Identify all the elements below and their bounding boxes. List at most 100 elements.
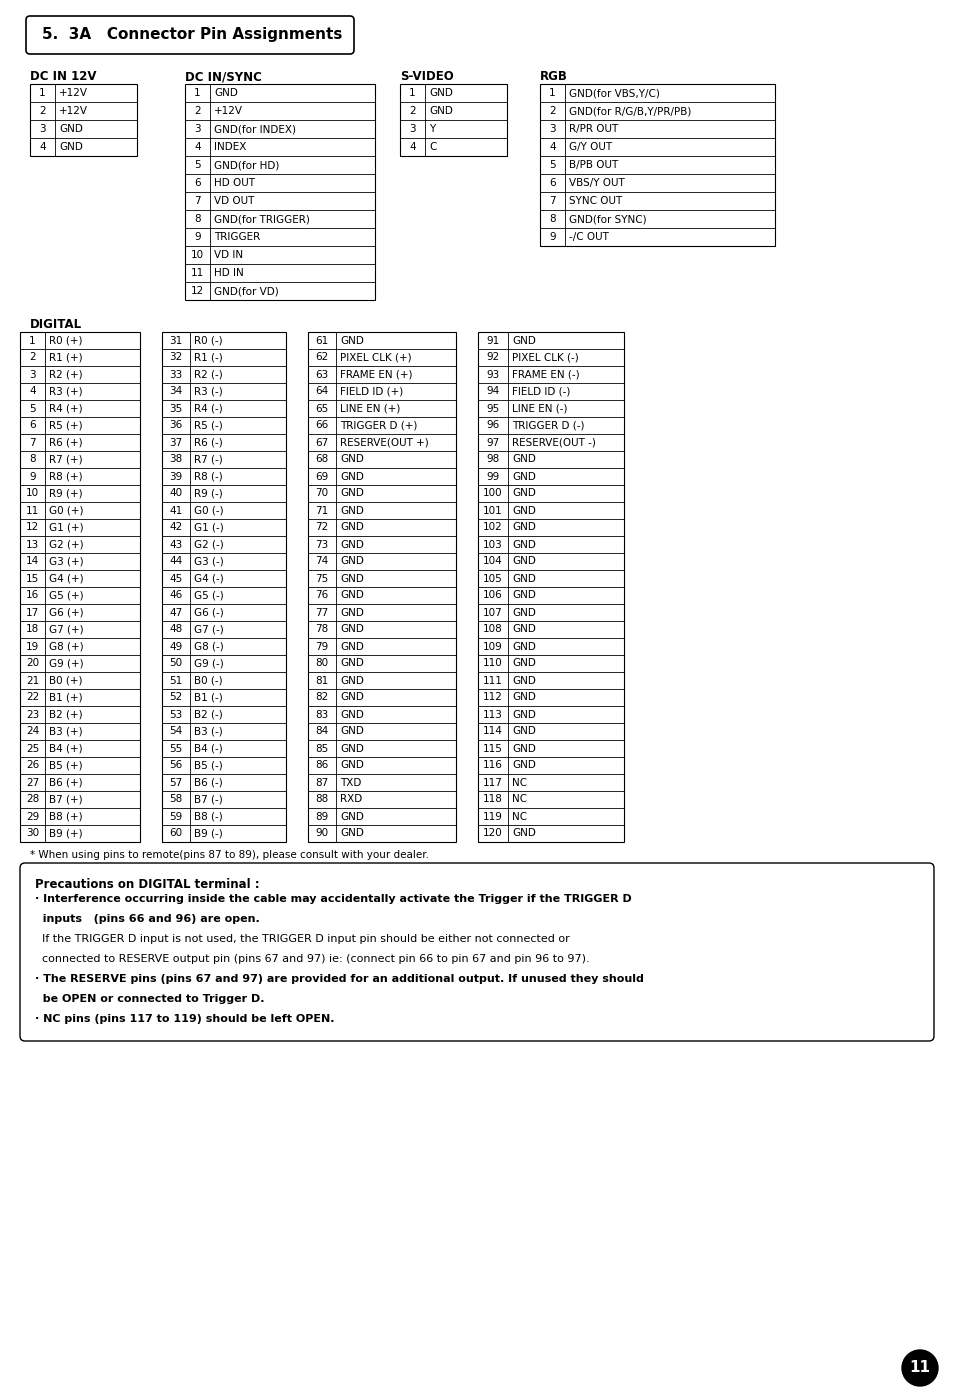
Text: B6 (-): B6 (-)	[193, 777, 222, 788]
Text: 48: 48	[170, 625, 182, 635]
Text: R7 (+): R7 (+)	[49, 455, 83, 465]
Text: 3: 3	[39, 124, 46, 134]
Text: R6 (-): R6 (-)	[193, 438, 222, 448]
Text: 80: 80	[315, 658, 328, 668]
Text: · The RESERVE pins (pins 67 and 97) are provided for an additional output. If un: · The RESERVE pins (pins 67 and 97) are …	[35, 974, 643, 983]
Text: 100: 100	[482, 488, 502, 498]
Text: B8 (-): B8 (-)	[193, 812, 222, 822]
Text: B4 (-): B4 (-)	[193, 744, 222, 753]
Text: 4: 4	[409, 142, 416, 152]
Text: GND: GND	[512, 590, 536, 600]
Text: 4: 4	[194, 142, 200, 152]
Text: 75: 75	[315, 573, 328, 583]
Text: GND: GND	[512, 472, 536, 481]
Text: 109: 109	[482, 642, 502, 651]
Text: RXD: RXD	[339, 795, 362, 805]
Text: 39: 39	[170, 472, 182, 481]
Text: 54: 54	[170, 727, 182, 737]
Text: 53: 53	[170, 710, 182, 720]
Text: GND: GND	[339, 642, 363, 651]
Text: SYNC OUT: SYNC OUT	[568, 197, 621, 206]
Text: 96: 96	[486, 420, 499, 431]
Bar	[20, 332, 140, 843]
Text: 91: 91	[486, 336, 499, 346]
Text: 44: 44	[170, 557, 182, 566]
Text: B0 (-): B0 (-)	[193, 675, 222, 685]
Text: GND: GND	[512, 455, 536, 465]
Text: -/C OUT: -/C OUT	[568, 232, 608, 241]
Text: 30: 30	[26, 829, 39, 838]
Text: 112: 112	[482, 692, 502, 703]
Text: 58: 58	[170, 795, 182, 805]
Text: 79: 79	[315, 642, 328, 651]
Text: 81: 81	[315, 675, 328, 685]
Text: G2 (+): G2 (+)	[49, 540, 84, 550]
Text: GND: GND	[339, 760, 363, 770]
Text: 107: 107	[482, 607, 502, 618]
Text: 105: 105	[482, 573, 502, 583]
Text: +12V: +12V	[59, 88, 88, 98]
Text: 38: 38	[170, 455, 182, 465]
Text: GND(for R/G/B,Y/PR/PB): GND(for R/G/B,Y/PR/PB)	[568, 106, 691, 116]
Text: 17: 17	[26, 607, 39, 618]
Text: 1: 1	[409, 88, 416, 98]
Text: 32: 32	[170, 353, 182, 363]
Text: GND: GND	[59, 142, 83, 152]
Text: TXD: TXD	[339, 777, 361, 788]
Text: GND: GND	[429, 106, 453, 116]
Bar	[477, 332, 623, 843]
Text: · Interference occurring inside the cable may accidentally activate the Trigger : · Interference occurring inside the cabl…	[35, 894, 631, 904]
Text: B2 (-): B2 (-)	[193, 710, 222, 720]
Text: GND: GND	[339, 607, 363, 618]
Text: inputs   (pins 66 and 96) are open.: inputs (pins 66 and 96) are open.	[35, 914, 259, 923]
Text: NC: NC	[512, 812, 527, 822]
Text: R2 (+): R2 (+)	[49, 370, 83, 379]
Text: GND: GND	[339, 505, 363, 516]
Text: 1: 1	[194, 88, 200, 98]
Text: GND: GND	[512, 658, 536, 668]
Text: 12: 12	[191, 286, 204, 296]
Text: 42: 42	[170, 523, 182, 533]
Text: FIELD ID (+): FIELD ID (+)	[339, 386, 403, 396]
Text: 8: 8	[549, 213, 556, 225]
Text: B4 (+): B4 (+)	[49, 744, 83, 753]
Text: 68: 68	[315, 455, 328, 465]
Text: 74: 74	[315, 557, 328, 566]
Text: B7 (-): B7 (-)	[193, 795, 222, 805]
Text: 5: 5	[194, 160, 200, 170]
Text: HD IN: HD IN	[213, 268, 244, 278]
Text: FIELD ID (-): FIELD ID (-)	[512, 386, 570, 396]
Text: 115: 115	[482, 744, 502, 753]
Text: GND: GND	[339, 744, 363, 753]
Text: 45: 45	[170, 573, 182, 583]
Text: 106: 106	[482, 590, 502, 600]
Text: If the TRIGGER D input is not used, the TRIGGER D input pin should be either not: If the TRIGGER D input is not used, the …	[35, 935, 569, 944]
Text: 5.  3A   Connector Pin Assignments: 5. 3A Connector Pin Assignments	[42, 28, 342, 42]
Text: 61: 61	[315, 336, 328, 346]
Text: 35: 35	[170, 403, 182, 413]
Text: 22: 22	[26, 692, 39, 703]
Text: 101: 101	[482, 505, 502, 516]
Text: 4: 4	[39, 142, 46, 152]
Text: 19: 19	[26, 642, 39, 651]
Text: 16: 16	[26, 590, 39, 600]
Text: G0 (+): G0 (+)	[49, 505, 84, 516]
Text: B1 (-): B1 (-)	[193, 692, 222, 703]
Text: B2 (+): B2 (+)	[49, 710, 83, 720]
Text: 1: 1	[549, 88, 556, 98]
Text: 65: 65	[315, 403, 328, 413]
Text: NC: NC	[512, 777, 527, 788]
Text: VD OUT: VD OUT	[213, 197, 254, 206]
Text: 63: 63	[315, 370, 328, 379]
Text: G9 (-): G9 (-)	[193, 658, 224, 668]
Text: 3: 3	[409, 124, 416, 134]
Text: 2: 2	[409, 106, 416, 116]
Text: 36: 36	[170, 420, 182, 431]
Text: GND(for TRIGGER): GND(for TRIGGER)	[213, 213, 310, 225]
Text: G7 (-): G7 (-)	[193, 625, 224, 635]
Text: R8 (+): R8 (+)	[49, 472, 83, 481]
Text: 78: 78	[315, 625, 328, 635]
Text: 8: 8	[30, 455, 36, 465]
Text: B3 (-): B3 (-)	[193, 727, 222, 737]
Text: GND: GND	[512, 523, 536, 533]
